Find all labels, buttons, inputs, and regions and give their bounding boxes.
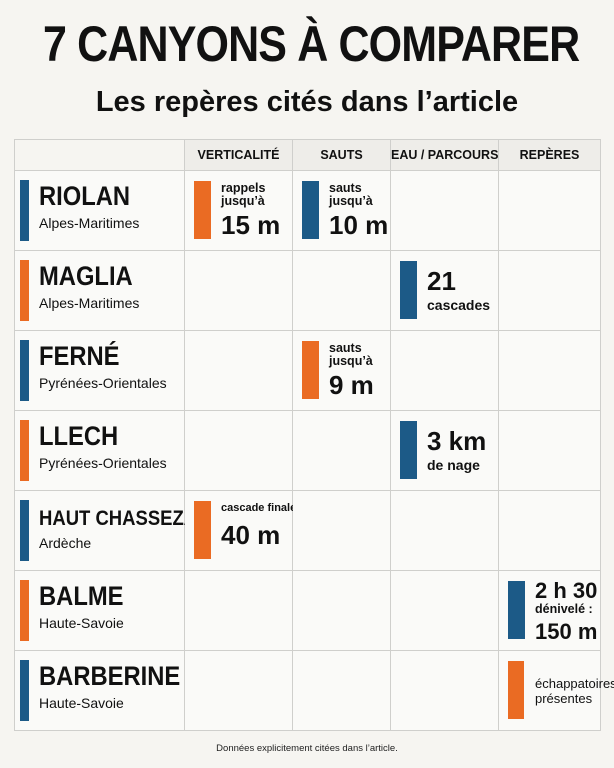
canyon-name: LLECH (39, 421, 119, 451)
cell-reperes (498, 170, 601, 251)
canyon-region: Pyrénées-Orientales (39, 375, 167, 391)
cell-reperes: échappatoires présentes (498, 650, 614, 731)
column-header-sauts: SAUTS (292, 139, 391, 171)
cell-label: de nage (427, 457, 480, 473)
value-bar (400, 261, 417, 319)
cell-eau (390, 170, 499, 251)
cell-verticalite (184, 330, 293, 411)
cell-label: échappatoires présentes (535, 676, 614, 706)
cell-eau (390, 570, 499, 651)
cell-verticalite: cascade finale : 40 m (184, 490, 303, 571)
cell-value: 21 (427, 266, 456, 296)
canyon-cell: FERNÉ Pyrénées-Orientales (14, 330, 185, 411)
canyon-region: Haute-Savoie (39, 615, 124, 631)
cell-value: 2 h 30 (535, 578, 598, 603)
cell-verticalite (184, 650, 293, 731)
canyon-name: FERNÉ (39, 341, 120, 371)
canyon-cell: HAUT CHASSEZAC Ardèche (14, 490, 210, 571)
canyon-region: Haute-Savoie (39, 695, 124, 711)
cell-value: 3 km (427, 426, 487, 456)
column-header-verticalite: VERTICALITÉ (184, 139, 293, 171)
table-row: MAGLIA Alpes-Maritimes 21 cascades (14, 250, 601, 331)
cell-sauts: sauts jusqu’à 9 m (292, 330, 391, 411)
cell-eau: 21 cascades (390, 250, 499, 331)
cell-reperes (498, 250, 601, 331)
table-row: BARBERINE Haute-Savoie échappatoires pré… (14, 650, 614, 731)
row-color-bar (20, 260, 29, 321)
cell-sauts (292, 250, 391, 331)
header-corner (14, 139, 185, 171)
value-bar (302, 181, 319, 239)
row-color-bar (20, 500, 29, 561)
cell-verticalite: rappels jusqu’à 15 m (184, 170, 293, 251)
cell-reperes (498, 490, 601, 571)
table-row: FERNÉ Pyrénées-Orientales sauts jusqu’à … (14, 330, 601, 411)
canyon-region: Alpes-Maritimes (39, 215, 140, 231)
canyon-region: Ardèche (39, 535, 92, 551)
value-bar (302, 341, 319, 399)
row-color-bar (20, 420, 29, 481)
cell-label: sauts jusqu’à (329, 181, 373, 208)
canyon-name: RIOLAN (39, 181, 131, 211)
cell-label: dénivelé : (535, 602, 593, 616)
cell-reperes (498, 410, 601, 491)
canyon-cell: LLECH Pyrénées-Orientales (14, 410, 185, 491)
cell-label: cascade finale : (221, 502, 303, 514)
cell-sauts (292, 490, 391, 571)
cell-value: 40 m (221, 520, 281, 550)
canyon-region: Alpes-Maritimes (39, 295, 140, 311)
cell-sauts (292, 650, 391, 731)
value-bar (508, 581, 525, 639)
cell-label: sauts jusqu’à (329, 341, 373, 368)
canyon-region: Pyrénées-Orientales (39, 455, 167, 471)
canyon-name: HAUT CHASSEZAC (39, 507, 211, 530)
row-color-bar (20, 180, 29, 241)
column-header-eau-parcours: EAU / PARCOURS (390, 139, 499, 171)
table-row: HAUT CHASSEZAC Ardèche cascade finale : … (14, 490, 601, 571)
comparison-table: VERTICALITÉ SAUTS EAU / PARCOURS REPÈRES… (14, 139, 614, 731)
cell-eau (390, 330, 499, 411)
canyon-name: BARBERINE (39, 661, 181, 691)
cell-value: 9 m (329, 370, 374, 400)
page-subtitle: Les repères cités dans l’article (95, 86, 519, 118)
value-bar (194, 501, 211, 559)
canyon-cell: BARBERINE Haute-Savoie (14, 650, 185, 731)
cell-value: 15 m (221, 210, 281, 240)
value-bar (194, 181, 211, 239)
table-row: BALME Haute-Savoie 2 h 30 dénivelé : 150… (14, 570, 601, 651)
cell-verticalite (184, 250, 293, 331)
row-color-bar (20, 340, 29, 401)
header-row: VERTICALITÉ SAUTS EAU / PARCOURS REPÈRES (14, 139, 601, 171)
cell-verticalite (184, 570, 293, 651)
cell-value: 10 m (329, 210, 389, 240)
value-bar (508, 661, 524, 719)
footer-note: Données explicitement citées dans l’arti… (216, 743, 398, 754)
canyon-cell: BALME Haute-Savoie (14, 570, 185, 651)
cell-eau: 3 km de nage (390, 410, 499, 491)
cell-sauts: sauts jusqu’à 10 m (292, 170, 391, 251)
cell-eau (390, 490, 499, 571)
cell-sauts (292, 410, 391, 491)
page-title: 7 CANYONS À COMPARER (42, 16, 580, 72)
cell-reperes (498, 330, 601, 411)
value-bar (400, 421, 417, 479)
row-color-bar (20, 580, 29, 641)
row-color-bar (20, 660, 29, 721)
cell-label: rappels jusqu’à (221, 181, 266, 208)
cell-verticalite (184, 410, 293, 491)
table-row: LLECH Pyrénées-Orientales 3 km de nage (14, 410, 601, 491)
column-header-reperes: REPÈRES (498, 139, 601, 171)
canyon-cell: RIOLAN Alpes-Maritimes (14, 170, 185, 251)
cell-label: cascades (427, 297, 491, 313)
canyon-name: BALME (39, 581, 124, 611)
canyon-name: MAGLIA (39, 261, 133, 291)
cell-value-secondary: 150 m (535, 619, 598, 644)
cell-sauts (292, 570, 391, 651)
cell-reperes: 2 h 30 dénivelé : 150 m (498, 570, 601, 651)
cell-eau (390, 650, 499, 731)
table-row: RIOLAN Alpes-Maritimes rappels jusqu’à 1… (14, 170, 601, 251)
canyon-cell: MAGLIA Alpes-Maritimes (14, 250, 185, 331)
